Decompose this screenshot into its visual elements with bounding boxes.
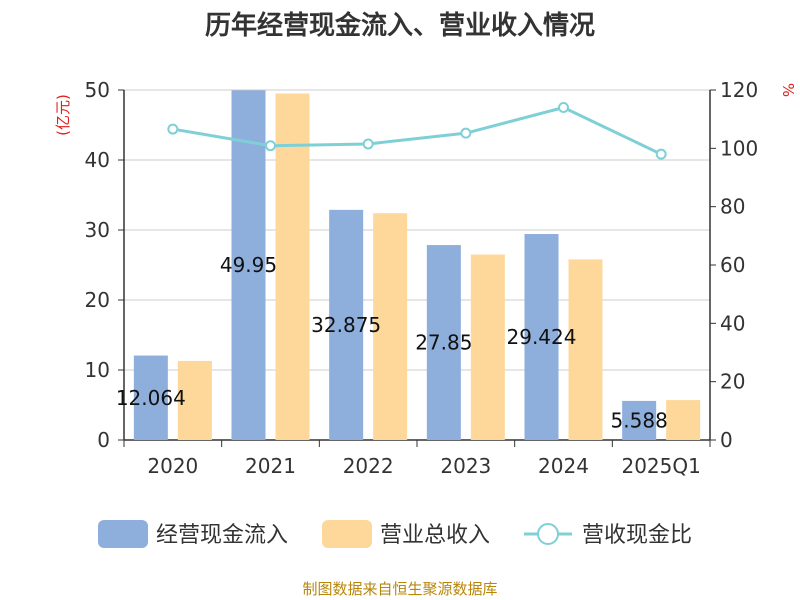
line-point	[460, 127, 472, 139]
legend-swatch	[322, 520, 372, 548]
y-right-tick-label: 80	[720, 195, 745, 219]
bar-cash-inflow	[426, 245, 461, 440]
data-label: 5.588	[611, 408, 668, 432]
line-point	[558, 102, 569, 113]
line-point	[362, 138, 374, 150]
bar-cash-inflow	[329, 209, 364, 440]
bar-revenue	[568, 259, 603, 440]
y-right-tick-label: 40	[720, 311, 745, 335]
bar-cash-inflow	[133, 355, 168, 440]
legend-label: 营业总收入	[380, 523, 490, 548]
bar-cash-inflow	[231, 90, 266, 440]
legend-swatch	[98, 520, 148, 548]
bar-revenue	[373, 213, 408, 440]
bar-cash-inflow	[622, 400, 657, 440]
legend-label: 经营现金流入	[156, 523, 288, 548]
bar-revenue	[666, 400, 701, 440]
data-label: 27.85	[415, 331, 472, 355]
bar-cash-inflow	[524, 234, 559, 440]
line-point	[655, 148, 667, 160]
data-label: 49.95	[220, 253, 277, 277]
y-right-tick-label: 20	[720, 370, 745, 394]
bar-revenue	[275, 93, 310, 440]
bar-revenue	[177, 360, 212, 440]
bar-revenue	[470, 254, 505, 440]
y-right-tick-label: 100	[720, 136, 758, 160]
data-label: 12.064	[116, 386, 186, 410]
line-point	[167, 123, 179, 135]
x-tick-label: 2023	[440, 454, 491, 478]
y-right-tick-label: 0	[720, 428, 733, 452]
y-left-tick-label: 50	[85, 78, 110, 102]
line-cash-ratio	[172, 105, 662, 156]
y-left-tick-label: 20	[85, 288, 110, 312]
y-left-tick-label: 10	[85, 358, 110, 382]
y-left-unit: (亿元)	[54, 94, 72, 136]
x-tick-label: 2022	[343, 454, 394, 478]
legend-marker	[537, 523, 559, 545]
y-left-tick-label: 0	[97, 428, 110, 452]
x-tick-label: 2025Q1	[621, 454, 700, 478]
line-point	[265, 140, 276, 152]
data-label: 32.875	[311, 313, 381, 337]
x-tick-label: 2021	[245, 454, 296, 478]
source-note: 制图数据来自恒生聚源数据库	[302, 580, 498, 598]
y-left-tick-label: 30	[85, 218, 110, 242]
y-right-tick-label: 120	[720, 78, 758, 102]
x-tick-label: 2020	[147, 454, 198, 478]
y-right-unit: %	[779, 83, 797, 97]
legend-label: 营收现金比	[582, 523, 692, 548]
x-tick-label: 2024	[538, 454, 589, 478]
y-right-tick-label: 60	[720, 253, 745, 277]
chart-title: 历年经营现金流入、营业收入情况	[204, 11, 595, 41]
data-label: 29.424	[507, 325, 577, 349]
y-left-tick-label: 40	[85, 148, 110, 172]
